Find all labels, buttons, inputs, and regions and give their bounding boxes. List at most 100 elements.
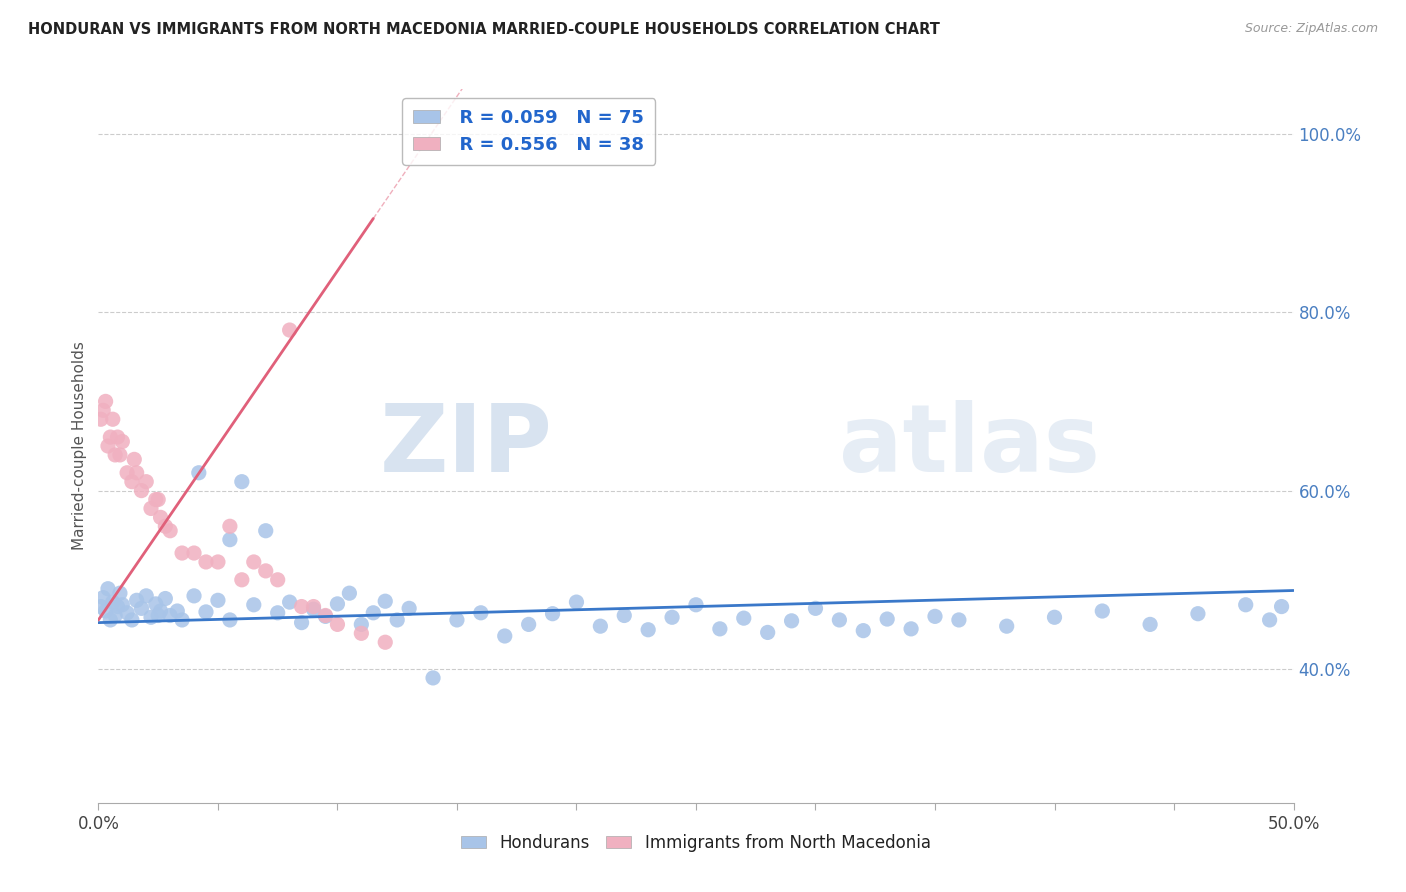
Point [94,604,117,618]
Point [139,501,162,516]
Point [291,615,314,630]
Point [135,589,157,603]
Point [97,439,120,453]
Point [374,635,396,649]
Point [90,412,112,426]
Text: atlas: atlas [839,400,1101,492]
Point [243,598,266,612]
Point [995,619,1018,633]
Point [565,595,588,609]
Point [159,608,181,623]
Point [155,519,177,533]
Point [207,593,229,607]
Point [1139,617,1161,632]
Point [267,573,290,587]
Point [446,613,468,627]
Point [326,617,349,632]
Point [733,611,755,625]
Point [900,622,922,636]
Point [155,591,177,606]
Point [148,492,170,507]
Point [231,475,253,489]
Point [374,594,396,608]
Point [111,434,134,449]
Point [852,624,875,638]
Point [159,524,181,538]
Point [115,466,138,480]
Point [924,609,946,624]
Point [187,466,209,480]
Y-axis label: Married-couple Households: Married-couple Households [72,342,87,550]
Point [104,448,127,462]
Point [1234,598,1257,612]
Point [363,606,385,620]
Point [124,452,146,467]
Point [183,589,205,603]
Point [231,573,253,587]
Point [780,614,803,628]
Point [111,598,134,612]
Point [828,613,851,627]
Point [302,599,325,614]
Point [1043,610,1066,624]
Point [1091,604,1114,618]
Point [398,601,420,615]
Point [101,412,124,426]
Point [207,555,229,569]
Point [589,619,612,633]
Point [125,593,148,607]
Point [385,613,409,627]
Point [876,612,898,626]
Point [98,430,122,444]
Point [494,629,516,643]
Point [541,607,564,621]
Point [219,533,242,547]
Point [243,555,266,569]
Point [195,555,218,569]
Point [166,604,188,618]
Point [107,430,129,444]
Point [254,564,277,578]
Point [195,605,218,619]
Point [1187,607,1209,621]
Point [350,617,373,632]
Point [756,625,779,640]
Point [339,586,361,600]
Point [98,613,122,627]
Point [1271,599,1294,614]
Point [350,626,373,640]
Point [302,602,325,616]
Point [131,601,153,615]
Point [172,546,194,560]
Point [278,323,301,337]
Point [267,606,290,620]
Point [422,671,444,685]
Point [661,610,683,624]
Point [139,610,162,624]
Point [108,448,131,462]
Point [115,606,138,620]
Point [108,586,131,600]
Point [107,599,129,614]
Point [326,597,349,611]
Point [685,598,707,612]
Point [637,623,659,637]
Legend: Hondurans, Immigrants from North Macedonia: Hondurans, Immigrants from North Macedon… [454,828,938,859]
Point [948,613,970,627]
Point [315,608,337,623]
Point [172,613,194,627]
Point [291,599,314,614]
Point [90,599,112,614]
Point [613,608,636,623]
Point [131,483,153,498]
Point [121,475,143,489]
Point [709,622,731,636]
Point [97,582,120,596]
Text: Source: ZipAtlas.com: Source: ZipAtlas.com [1244,22,1378,36]
Point [149,604,172,618]
Point [315,609,337,624]
Point [470,606,492,620]
Point [149,510,172,524]
Point [135,475,157,489]
Point [219,519,242,533]
